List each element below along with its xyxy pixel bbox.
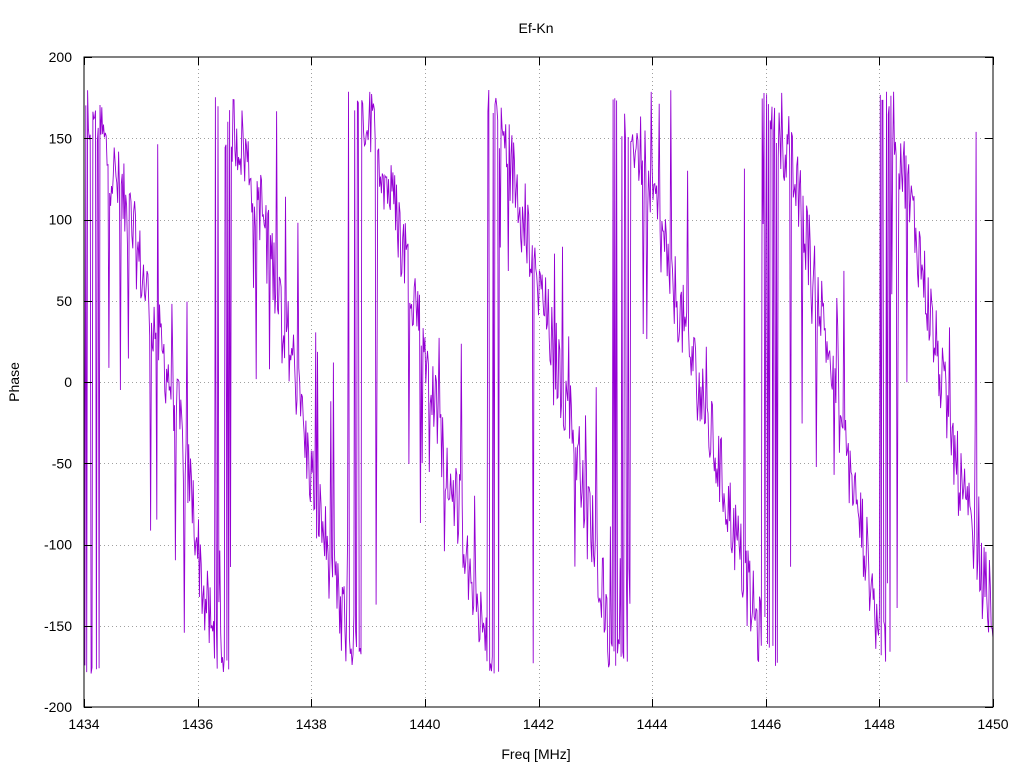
x-tick-label: 1440: [409, 716, 440, 732]
x-tick-label: 1444: [637, 716, 668, 732]
phase-series: [83, 89, 994, 674]
y-tick-label: -100: [44, 537, 72, 553]
y-tick-label: 100: [49, 212, 73, 228]
x-tick-label: 1436: [182, 716, 213, 732]
x-tick-label: 1442: [523, 716, 554, 732]
x-tick-label: 1438: [296, 716, 327, 732]
x-tick-label: 1448: [864, 716, 895, 732]
y-tick-label: 200: [49, 49, 73, 65]
y-tick-labels: -200 -150 -100 -50 0 50 100 150 200: [44, 49, 72, 715]
x-tick-label: 1450: [977, 716, 1008, 732]
y-tick-label: -150: [44, 618, 72, 634]
x-axis-label: Freq [MHz]: [501, 746, 570, 762]
phase-line: [83, 89, 994, 674]
tick-marks: [84, 57, 994, 708]
y-tick-label: -50: [52, 455, 72, 471]
y-axis-label: Phase: [6, 362, 22, 402]
y-tick-label: -200: [44, 699, 72, 715]
y-tick-label: 50: [56, 293, 72, 309]
y-tick-label: 0: [64, 374, 72, 390]
y-tick-label: 150: [49, 130, 73, 146]
x-tick-label: 1446: [750, 716, 781, 732]
chart-title: Ef-Kn: [518, 20, 553, 36]
x-tick-labels: 1434 1436 1438 1440 1442 1444 1446 1448 1450: [68, 716, 1008, 732]
x-tick-label: 1434: [68, 716, 99, 732]
